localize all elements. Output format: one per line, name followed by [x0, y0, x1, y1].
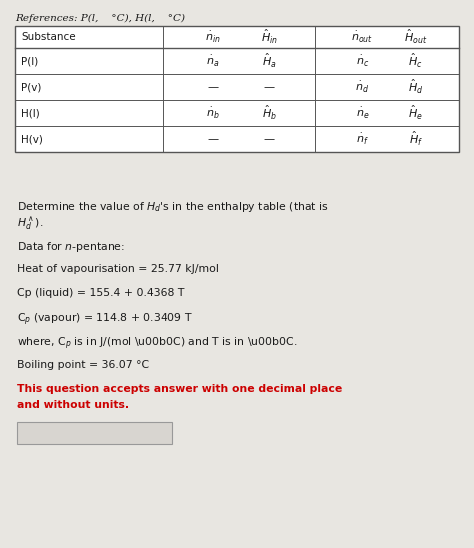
Text: $\hat{H}_b$: $\hat{H}_b$	[262, 104, 277, 122]
Text: —: —	[208, 82, 219, 92]
Text: $\hat{H}_d$: $\hat{H}_d$	[408, 78, 423, 96]
Text: $\dot{n}_{out}$: $\dot{n}_{out}$	[351, 30, 374, 44]
Text: $\dot{n}_{in}$: $\dot{n}_{in}$	[205, 30, 221, 44]
Text: Substance: Substance	[21, 32, 76, 42]
Text: Determine the value of $H_d$'s in the enthalpy table (that is: Determine the value of $H_d$'s in the en…	[17, 200, 329, 214]
Text: $\dot{n}_a$: $\dot{n}_a$	[207, 54, 220, 68]
Text: —: —	[264, 134, 275, 144]
Text: $\dot{n}_b$: $\dot{n}_b$	[206, 105, 220, 121]
Text: $\dot{n}_e$: $\dot{n}_e$	[356, 105, 369, 121]
Text: Boiling point = 36.07 °C: Boiling point = 36.07 °C	[17, 360, 149, 370]
Text: —: —	[208, 134, 219, 144]
Text: $\hat{H}_a$: $\hat{H}_a$	[262, 52, 277, 70]
Text: Cp (liquid) = 155.4 + 0.4368 T: Cp (liquid) = 155.4 + 0.4368 T	[17, 288, 184, 298]
Text: and without units.: and without units.	[17, 400, 129, 410]
Text: —: —	[264, 82, 275, 92]
Text: $\dot{n}_d$: $\dot{n}_d$	[356, 79, 370, 95]
Bar	[17, 422, 172, 444]
Text: H(v): H(v)	[21, 134, 43, 144]
Text: $\hat{H}_f$: $\hat{H}_f$	[409, 130, 423, 148]
Text: $H^\wedge_d$).: $H^\wedge_d$).	[17, 216, 43, 232]
Text: $\hat{H}_e$: $\hat{H}_e$	[409, 104, 423, 122]
Text: Heat of vapourisation = 25.77 kJ/mol: Heat of vapourisation = 25.77 kJ/mol	[17, 264, 219, 274]
Text: Data for $\it{n}$-pentane:: Data for $\it{n}$-pentane:	[17, 240, 125, 254]
Text: P(v): P(v)	[21, 82, 41, 92]
Bar	[15, 26, 459, 152]
Text: References: P(l,    °C), H(l,    °C): References: P(l, °C), H(l, °C)	[15, 14, 185, 23]
Text: where, C$_p$ is in J/(mol \u00b0C) and T is in \u00b0C.: where, C$_p$ is in J/(mol \u00b0C) and T…	[17, 336, 297, 352]
Text: $\hat{H}_c$: $\hat{H}_c$	[409, 52, 423, 70]
Text: $\hat{H}_{in}$: $\hat{H}_{in}$	[261, 28, 278, 46]
Text: $\hat{H}_{out}$: $\hat{H}_{out}$	[404, 28, 428, 46]
Text: C$_p$ (vapour) = 114.8 + 0.3409 T: C$_p$ (vapour) = 114.8 + 0.3409 T	[17, 312, 193, 328]
Text: $\dot{n}_c$: $\dot{n}_c$	[356, 54, 369, 68]
Text: P(l): P(l)	[21, 56, 38, 66]
Text: $\dot{n}_f$: $\dot{n}_f$	[356, 132, 369, 146]
Text: H(l): H(l)	[21, 108, 40, 118]
Text: This question accepts answer with one decimal place: This question accepts answer with one de…	[17, 384, 342, 394]
